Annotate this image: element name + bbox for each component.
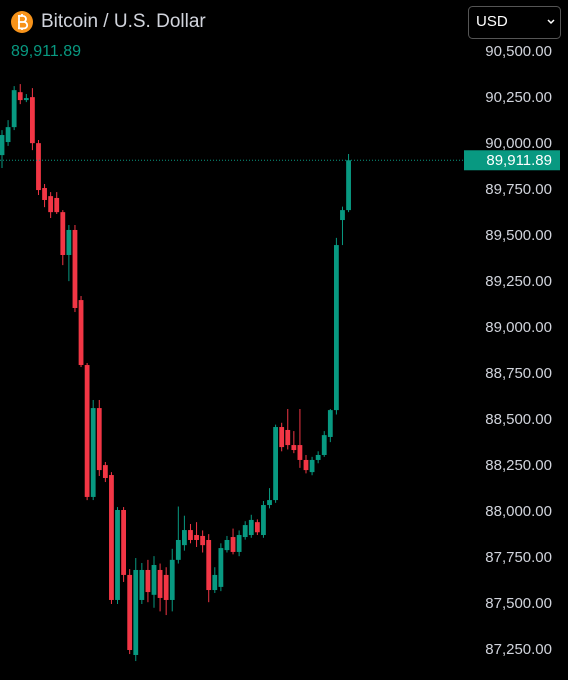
candle-body: [267, 500, 272, 506]
candle-body: [96, 408, 102, 471]
y-tick-label: 89,000.00: [485, 319, 552, 336]
candle-body: [133, 569, 139, 655]
candle-body: [11, 90, 17, 128]
last-price-label: 89,911.89: [486, 152, 552, 169]
candle-body: [327, 410, 333, 437]
candle-body: [218, 548, 224, 587]
candle-body: [145, 569, 151, 593]
y-tick-label: 88,250.00: [485, 457, 552, 474]
candle-body: [139, 569, 145, 600]
candle-body: [60, 212, 66, 255]
candle-body: [212, 574, 218, 591]
y-tick-label: 90,250.00: [485, 89, 552, 106]
last-price: 89,911.89: [11, 43, 81, 60]
bitcoin-icon: [11, 11, 33, 33]
candle-body: [200, 535, 206, 546]
candle-body: [169, 559, 175, 600]
candle-body: [5, 127, 11, 143]
candle-body: [340, 210, 345, 221]
candle-body: [321, 435, 327, 455]
candle-body: [157, 569, 163, 598]
y-tick-label: 87,750.00: [485, 549, 552, 566]
candle-body: [78, 300, 84, 366]
y-tick-label: 89,250.00: [485, 273, 552, 290]
candle-body: [115, 510, 120, 600]
candle-body: [242, 525, 248, 538]
candle-body: [261, 505, 266, 536]
y-tick-label: 87,250.00: [485, 641, 552, 658]
candle-body: [66, 229, 72, 255]
candle-body: [315, 454, 321, 460]
candle-body: [90, 408, 96, 497]
candle-body: [163, 574, 169, 600]
candle-body: [279, 427, 285, 448]
candle-body: [102, 465, 108, 478]
candle-body: [23, 98, 29, 101]
candle-body: [230, 537, 236, 552]
candle-body: [121, 510, 126, 575]
candle-body: [309, 459, 315, 473]
candle-body: [127, 574, 133, 651]
candle-body: [151, 565, 157, 595]
candle-body: [30, 97, 35, 144]
candle-body: [42, 188, 47, 200]
candle-body: [273, 427, 278, 501]
candle-body: [248, 519, 254, 536]
candle-body: [236, 535, 242, 552]
candle-body: [297, 445, 303, 460]
candle-body: [285, 429, 291, 446]
y-tick-label: 89,500.00: [485, 227, 552, 244]
candle-body: [175, 539, 181, 560]
dropdown-box[interactable]: [468, 6, 561, 39]
candle-body: [254, 522, 260, 533]
candle-body: [206, 539, 212, 591]
candle-body: [188, 530, 193, 540]
y-tick-label: 90,000.00: [485, 135, 552, 152]
y-tick-label: 90,500.00: [485, 43, 552, 60]
y-tick-label: 87,500.00: [485, 595, 552, 612]
y-tick-label: 88,500.00: [485, 411, 552, 428]
candle-body: [194, 535, 199, 540]
chart-title: Bitcoin / U.S. Dollar: [41, 11, 206, 32]
candle-body: [334, 245, 339, 411]
y-tick-label: 88,000.00: [485, 503, 552, 520]
candle-body: [84, 365, 90, 497]
candle-body: [17, 92, 23, 101]
currency-dropdown[interactable]: USD: [468, 6, 561, 39]
candle-body: [36, 143, 41, 191]
candle-body: [224, 539, 230, 551]
candle-body: [346, 160, 351, 211]
candle-body: [54, 197, 60, 213]
candle-body: [182, 530, 187, 546]
last-price-box: [464, 150, 560, 171]
candle-body: [303, 459, 309, 471]
candle-body: [48, 196, 54, 213]
y-tick-label: 88,750.00: [485, 365, 552, 382]
candle-body: [0, 135, 5, 156]
candle-body: [72, 229, 78, 308]
candle-body: [109, 475, 114, 600]
y-tick-label: 89,750.00: [485, 181, 552, 198]
candle-body: [291, 445, 297, 451]
dropdown-arrow[interactable]: [547, 19, 555, 25]
dropdown-label[interactable]: USD: [476, 13, 508, 30]
